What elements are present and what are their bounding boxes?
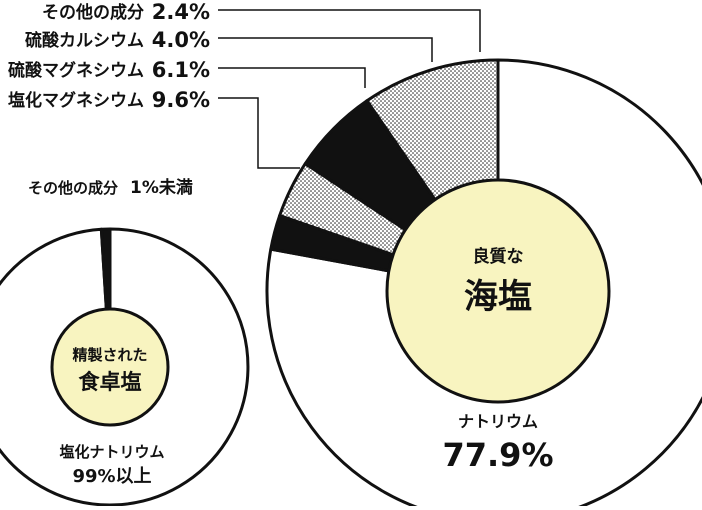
- sea-salt-center: [385, 178, 611, 404]
- sea-salt-leader-lines: [218, 9, 481, 169]
- callout-calcium-sulfate-value: 4.0%: [152, 28, 210, 52]
- table-salt-callout-value: 1%未満: [130, 177, 193, 198]
- table-salt-chart: 精製された 食卓塩 塩化ナトリウム 99%以上 その他の成分 1%未満: [0, 177, 250, 507]
- table-salt-main-slice-name: 塩化ナトリウム: [59, 443, 164, 461]
- leader-line-calcium-sulfate: [218, 37, 433, 62]
- sea-salt-main-slice-name: ナトリウム: [458, 412, 538, 431]
- callout-calcium-sulfate-name: 硫酸カルシウム: [25, 30, 144, 51]
- sea-salt-slice-sodium-chloride: [265, 58, 702, 510]
- sea-salt-slices: [265, 58, 702, 510]
- callout-other-value: 2.4%: [152, 0, 210, 24]
- callout-magnesium-chloride-value: 9.6%: [152, 88, 210, 112]
- table-salt-center-label-top: 精製された: [72, 346, 147, 364]
- table-salt-center: [50, 307, 170, 427]
- callout-other-name: その他の成分: [42, 2, 144, 23]
- callout-magnesium-sulfate-value: 6.1%: [152, 58, 210, 82]
- sea-salt-center-label-main: 海塩: [464, 277, 532, 317]
- sea-salt-chart: 良質な 海塩 ナトリウム 77.9% その他の成分 2.4% 硫酸カルシウム 4…: [8, 0, 702, 510]
- table-salt-callout-name: その他の成分: [28, 179, 118, 197]
- sea-salt-main-slice-value: 77.9%: [442, 436, 553, 474]
- callout-magnesium-sulfate-name: 硫酸マグネシウム: [8, 60, 144, 81]
- table-salt-main-slice-value: 99%以上: [72, 466, 151, 487]
- leader-line-magnesium-chloride: [218, 97, 300, 169]
- sea-salt-center-label-top: 良質な: [473, 246, 524, 267]
- callout-magnesium-chloride-name: 塩化マグネシウム: [8, 90, 144, 111]
- leader-line-magnesium-sulfate: [218, 67, 366, 88]
- table-salt-center-label-main: 食卓塩: [79, 370, 142, 394]
- leader-line-other: [218, 9, 481, 52]
